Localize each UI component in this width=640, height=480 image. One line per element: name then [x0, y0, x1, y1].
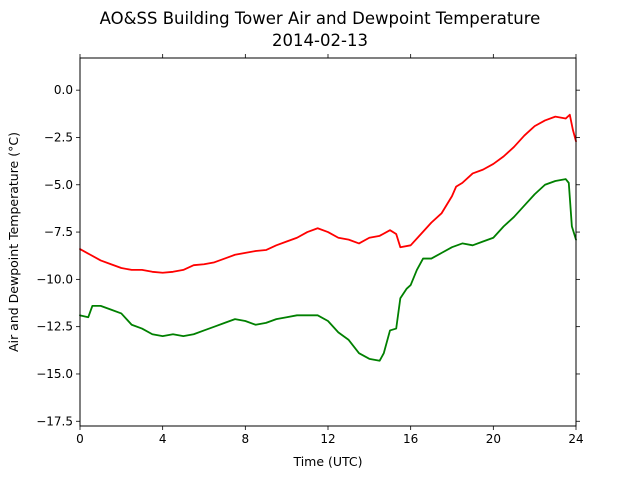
- x-tick-label: 16: [403, 432, 418, 446]
- x-tick-label: 20: [486, 432, 501, 446]
- x-axis-label: Time (UTC): [292, 454, 362, 469]
- plot-frame: [79, 57, 577, 427]
- y-tick-label: −17.5: [36, 414, 73, 428]
- series-line-0: [79, 113, 577, 274]
- y-tick-label: −5.0: [44, 178, 73, 192]
- chart-subtitle: 2014-02-13: [272, 31, 368, 50]
- x-tick-label: 12: [320, 432, 335, 446]
- y-axis-label: Air and Dewpoint Temperature (°C): [6, 132, 21, 352]
- y-tick-label: −10.0: [36, 272, 73, 286]
- y-tick-label: 0.0: [54, 83, 73, 97]
- x-tick-label: 8: [242, 432, 250, 446]
- x-tick-label: 4: [159, 432, 167, 446]
- y-tick-label: −15.0: [36, 367, 73, 381]
- series-line-1: [79, 178, 577, 362]
- x-tick-label: 0: [76, 432, 84, 446]
- plot-area: [79, 113, 577, 362]
- x-tick-label: 24: [568, 432, 583, 446]
- y-tick-label: −12.5: [36, 320, 73, 334]
- chart-title: AO&SS Building Tower Air and Dewpoint Te…: [100, 9, 541, 28]
- y-tick-label: −7.5: [44, 225, 73, 239]
- axis-ticks: 0 4 8 12 16 20 24 0.0 −2.5 −5.0 −7.5 −10.0 −12.5 −15.…: [36, 54, 584, 446]
- y-tick-label: −2.5: [44, 130, 73, 144]
